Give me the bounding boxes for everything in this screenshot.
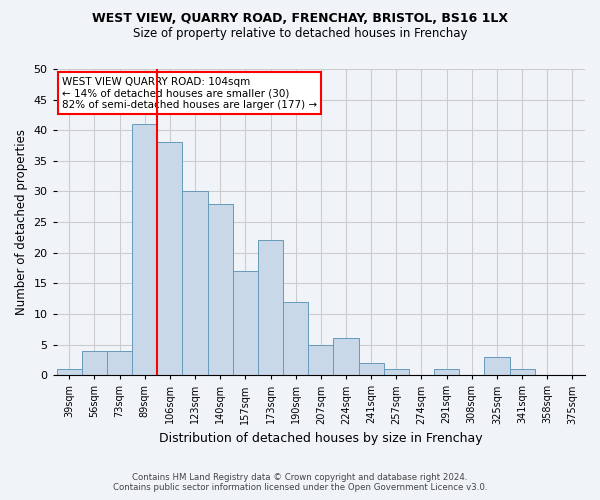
Bar [132, 124, 157, 375]
Text: Contains HM Land Registry data © Crown copyright and database right 2024.
Contai: Contains HM Land Registry data © Crown c… [113, 473, 487, 492]
Bar [334, 338, 359, 375]
Bar [107, 350, 132, 375]
Text: WEST VIEW QUARRY ROAD: 104sqm
← 14% of detached houses are smaller (30)
82% of s: WEST VIEW QUARRY ROAD: 104sqm ← 14% of d… [62, 76, 317, 110]
Bar [434, 369, 459, 375]
Text: Size of property relative to detached houses in Frenchay: Size of property relative to detached ho… [133, 28, 467, 40]
Bar [283, 302, 308, 375]
Text: WEST VIEW, QUARRY ROAD, FRENCHAY, BRISTOL, BS16 1LX: WEST VIEW, QUARRY ROAD, FRENCHAY, BRISTO… [92, 12, 508, 26]
Bar [57, 369, 82, 375]
Bar [484, 357, 509, 375]
Bar [82, 350, 107, 375]
Bar [509, 369, 535, 375]
Y-axis label: Number of detached properties: Number of detached properties [15, 129, 28, 315]
Bar [258, 240, 283, 375]
Bar [208, 204, 233, 375]
Bar [233, 271, 258, 375]
X-axis label: Distribution of detached houses by size in Frenchay: Distribution of detached houses by size … [159, 432, 482, 445]
Bar [359, 363, 384, 375]
Bar [182, 192, 208, 375]
Bar [157, 142, 182, 375]
Bar [384, 369, 409, 375]
Bar [308, 344, 334, 375]
